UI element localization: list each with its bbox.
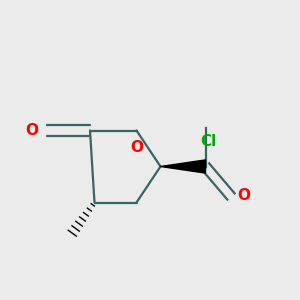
Text: O: O	[237, 188, 250, 202]
Polygon shape	[160, 160, 206, 173]
Text: Cl: Cl	[200, 134, 217, 148]
Text: O: O	[130, 140, 143, 154]
Text: O: O	[26, 123, 39, 138]
